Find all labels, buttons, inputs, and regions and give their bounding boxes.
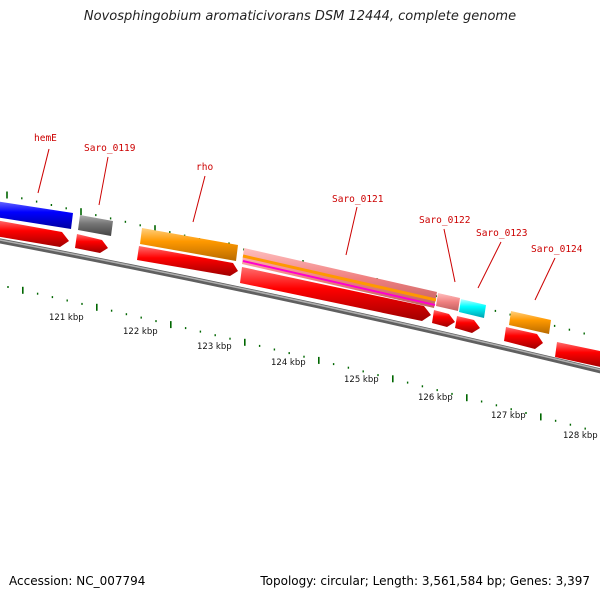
gene-rho[interactable]	[140, 228, 238, 261]
scale-label: 123 kbp	[197, 342, 232, 352]
gene-saro-0123[interactable]	[459, 299, 486, 318]
scale-label: 125 kbp	[344, 375, 379, 385]
scale-label: 121 kbp	[49, 313, 84, 323]
cds-arrow[interactable]	[432, 310, 455, 327]
gene-label-rho[interactable]: rho	[196, 162, 213, 173]
map-title: Novosphingobium aromaticivorans DSM 1244…	[83, 9, 517, 24]
scale-label: 127 kbp	[491, 411, 526, 421]
genome-backbone	[0, 238, 600, 374]
gene-hemE[interactable]	[0, 201, 73, 229]
gene-label-saro-0124[interactable]: Saro_0124	[531, 244, 583, 255]
cds-arrow[interactable]	[137, 246, 238, 276]
cds-arrow[interactable]	[75, 234, 108, 253]
gene-saro-0119[interactable]	[78, 215, 113, 236]
scale-label: 122 kbp	[123, 327, 158, 337]
gene-label-saro-0121[interactable]: Saro_0121	[332, 194, 384, 205]
gene-saro-0122[interactable]	[436, 293, 460, 311]
scale-label: 124 kbp	[271, 358, 306, 368]
gene-saro-0121-stripe-orange	[242, 254, 437, 302]
gene-label-saro-0122[interactable]: Saro_0122	[419, 215, 470, 226]
topology-summary: Topology: circular; Length: 3,561,584 bp…	[260, 574, 590, 588]
gene-label-saro-0123[interactable]: Saro_0123	[476, 228, 527, 239]
inner-tick-row	[7, 286, 586, 430]
scale-labels: 121 kbp 122 kbp 123 kbp 124 kbp 125 kbp …	[49, 313, 598, 441]
label-leaders	[37, 148, 556, 301]
cds-arrow[interactable]	[555, 342, 600, 368]
gene-label-saro-0119[interactable]: Saro_0119	[84, 143, 136, 154]
cds-arrow[interactable]	[240, 267, 431, 321]
gene-labels: hemE Saro_0119 rho Saro_0121 Saro_0122 S…	[34, 133, 583, 255]
scale-label: 126 kbp	[418, 393, 453, 403]
gene-saro-0121-stripe-magenta	[242, 260, 436, 306]
cds-arrow[interactable]	[504, 327, 543, 349]
gene-saro-0124[interactable]	[509, 311, 551, 334]
cds-arrow[interactable]	[0, 220, 69, 247]
feature-track-genes	[0, 201, 551, 334]
scale-label: 128 kbp	[563, 431, 598, 441]
accession-label: Accession: NC_007794	[9, 574, 146, 588]
gene-label-hemE[interactable]: hemE	[34, 133, 57, 144]
feature-track-cds	[0, 220, 600, 368]
cds-arrow[interactable]	[455, 316, 480, 333]
